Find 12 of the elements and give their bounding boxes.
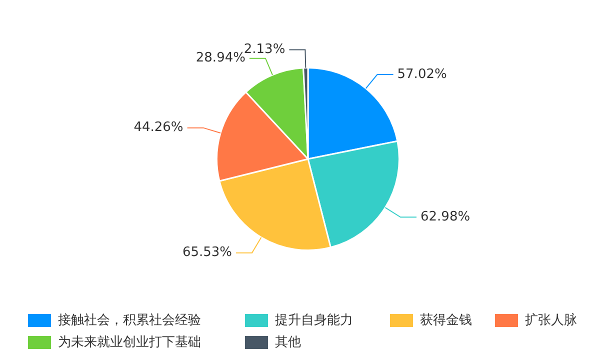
legend-label: 其他: [275, 334, 301, 351]
legend-label: 为未来就业创业打下基础: [58, 334, 201, 351]
legend-label: 接触社会，积累社会经验: [58, 312, 201, 329]
data-label: 28.94%: [196, 50, 246, 66]
legend-label: 获得金钱: [420, 312, 472, 329]
data-label: 44.26%: [134, 120, 184, 136]
data-label: 65.53%: [182, 245, 232, 260]
legend-label: 扩张人脉: [525, 312, 577, 329]
data-label: 2.13%: [244, 42, 286, 58]
data-label: 57.02%: [397, 66, 447, 82]
data-label: 62.98%: [420, 210, 470, 225]
legend-label: 提升自身能力: [275, 312, 353, 329]
